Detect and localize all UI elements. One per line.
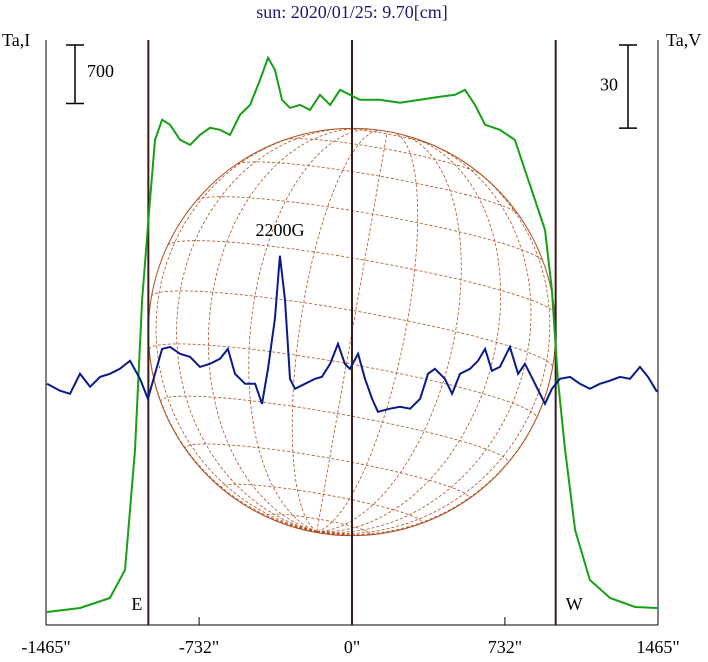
disk-grid	[291, 130, 380, 532]
disk-grid	[316, 136, 501, 533]
disk-grid	[316, 132, 419, 532]
disk-grid	[316, 367, 553, 535]
disk-grid	[160, 395, 509, 464]
disk-grid	[248, 129, 372, 532]
disk-grid	[151, 290, 553, 368]
disk-grid	[316, 161, 551, 534]
disk-grid	[284, 138, 482, 175]
disk-grid	[289, 525, 317, 532]
y2-axis-label: Ta,V	[666, 30, 701, 50]
disk-grid	[207, 128, 366, 532]
x-tick-label: 732"	[488, 637, 522, 657]
limb-label: W	[566, 594, 583, 614]
annotation: 2200G	[255, 220, 304, 240]
chart-title: sun: 2020/01/25: 9.70[cm]	[256, 2, 448, 22]
scale-bar-label: 700	[87, 61, 114, 81]
x-tick-label: -1465"	[21, 637, 70, 657]
x-tick-label: 0"	[344, 637, 360, 657]
disk-grid	[176, 128, 351, 532]
series-line	[46, 55, 658, 613]
scale-bar-label: 30	[600, 75, 618, 95]
disk-grid	[316, 531, 323, 534]
disk-grid	[155, 133, 317, 532]
solar-disk	[147, 127, 557, 537]
disk-grid	[316, 134, 462, 532]
x-tick-label: -732"	[179, 637, 219, 657]
x-tick-label: 1465"	[636, 637, 679, 657]
disk-grid	[316, 131, 388, 532]
limb-label: E	[131, 594, 142, 614]
y-axis-label: Ta,I	[2, 30, 30, 50]
disk-grid	[316, 140, 532, 533]
series-line	[46, 255, 658, 413]
disk-grid	[167, 240, 556, 314]
disk-grid	[237, 161, 518, 214]
